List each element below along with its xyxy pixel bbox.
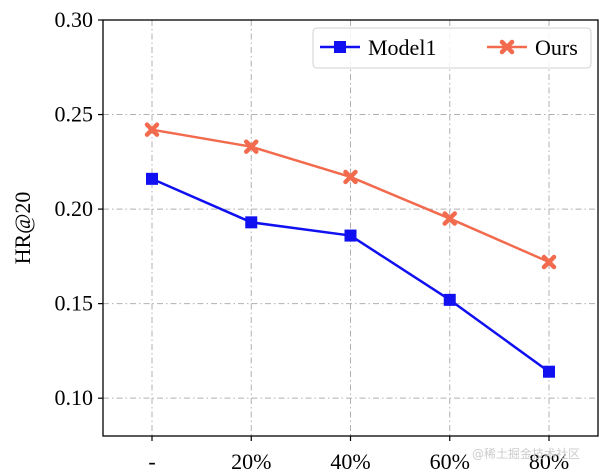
y-tick-label: 0.25 bbox=[55, 102, 94, 127]
data-point bbox=[144, 122, 160, 137]
x-tick-label: 20% bbox=[231, 449, 271, 474]
legend: Model1 Ours bbox=[312, 27, 592, 69]
y-tick-label: 0.10 bbox=[55, 385, 94, 410]
y-tick-label: 0.20 bbox=[55, 196, 94, 221]
y-tick-label: 0.15 bbox=[55, 291, 94, 316]
data-point bbox=[543, 365, 555, 378]
y-axis: 0.10 0.15 0.20 0.25 0.30 bbox=[55, 7, 103, 410]
x-marker-stroke bbox=[343, 169, 358, 185]
x-axis: - 20% 40% 60% 80% bbox=[148, 436, 569, 474]
x-tick-label: 40% bbox=[330, 449, 370, 474]
x-marker-stroke bbox=[541, 254, 557, 270]
x-marker-stroke bbox=[442, 211, 457, 226]
data-point bbox=[146, 172, 158, 185]
legend-marker bbox=[499, 39, 515, 55]
data-point bbox=[344, 229, 357, 242]
legend-label: Model1 bbox=[368, 35, 436, 60]
y-axis-label: HR@20 bbox=[10, 192, 35, 265]
data-point bbox=[245, 216, 258, 229]
legend-marker bbox=[334, 41, 346, 53]
data-point bbox=[442, 211, 457, 226]
x-tick-label: 80% bbox=[529, 449, 569, 474]
x-tick-label: - bbox=[148, 449, 155, 474]
watermark: @稀土掘金技术社区 bbox=[472, 446, 580, 461]
data-point bbox=[541, 254, 557, 270]
series-model1 bbox=[146, 172, 555, 378]
x-marker-stroke bbox=[499, 39, 515, 55]
y-tick-label: 0.30 bbox=[55, 7, 94, 32]
series-layer bbox=[144, 122, 557, 378]
legend-label: Ours bbox=[535, 35, 578, 60]
data-point bbox=[343, 169, 358, 185]
legend-item-ours: Ours bbox=[487, 35, 578, 60]
x-tick-label: 60% bbox=[430, 449, 470, 474]
data-point bbox=[244, 139, 259, 154]
x-marker-stroke bbox=[244, 139, 259, 154]
series-ours bbox=[144, 122, 557, 270]
legend-box bbox=[312, 27, 592, 69]
x-marker-stroke bbox=[144, 122, 160, 137]
series-line bbox=[151, 177, 550, 373]
legend-item-model1: Model1 bbox=[320, 35, 436, 60]
grid bbox=[103, 19, 598, 436]
data-point bbox=[443, 293, 456, 306]
